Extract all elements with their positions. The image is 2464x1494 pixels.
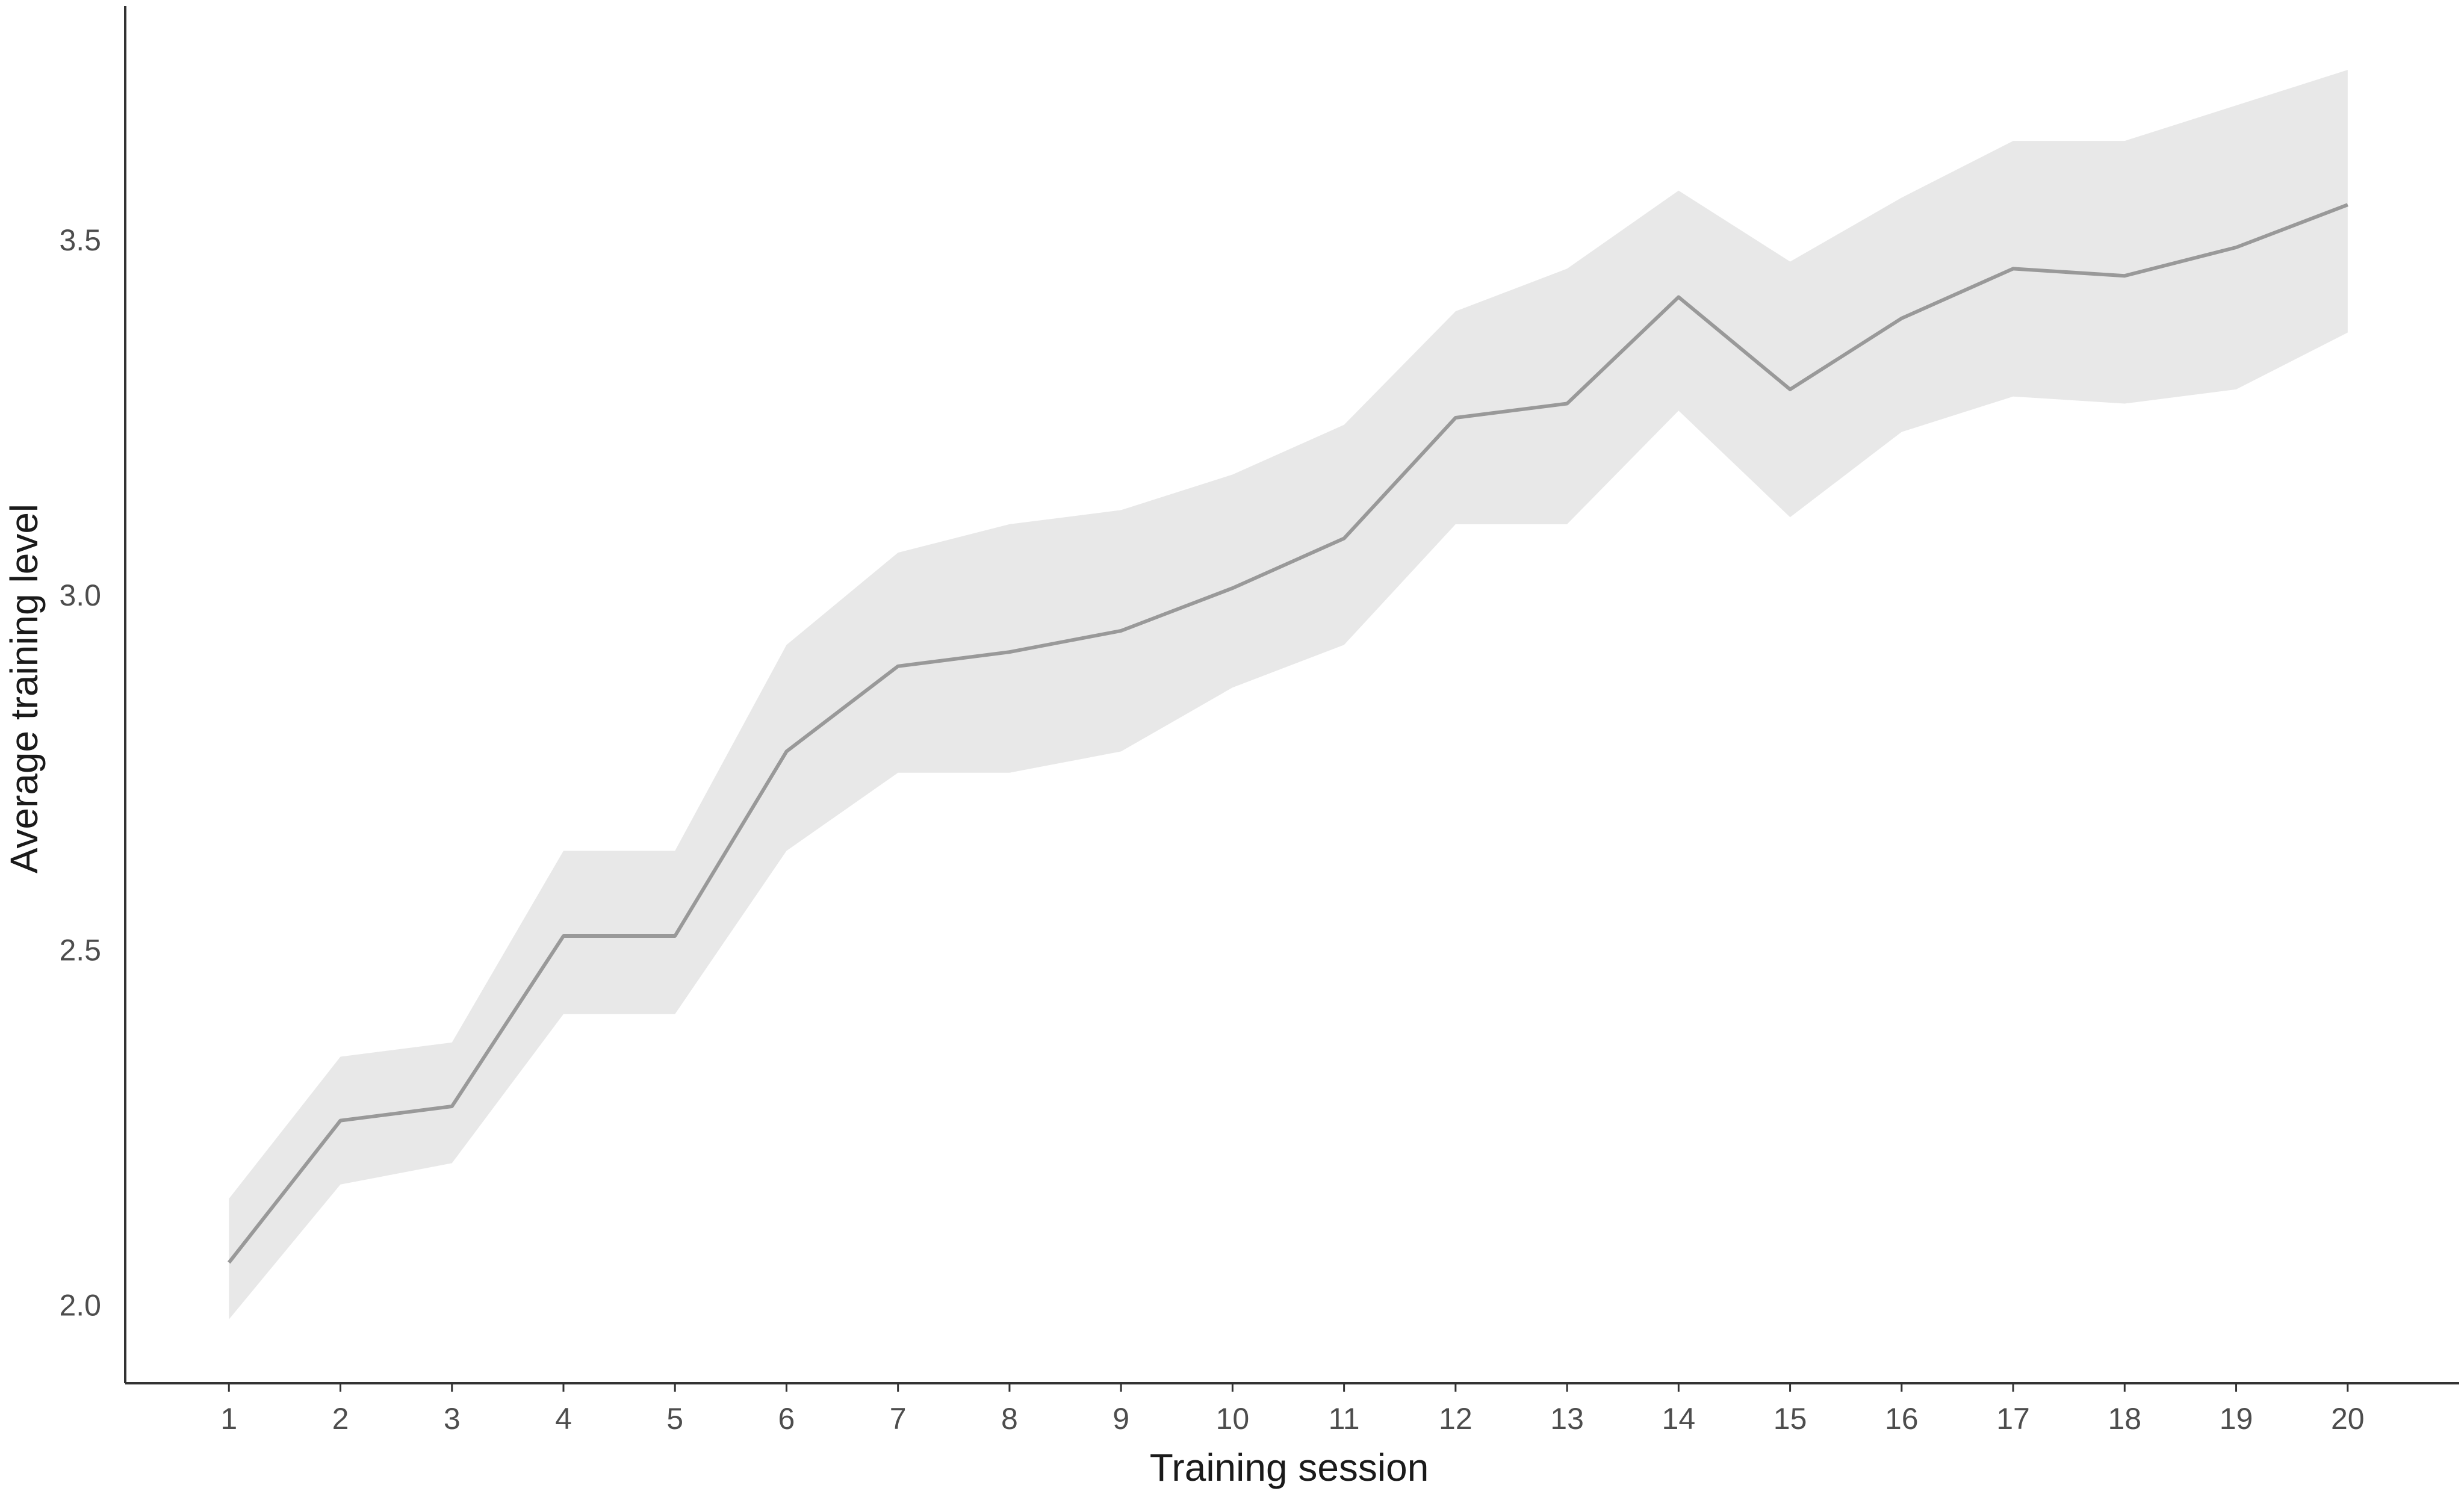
- y-axis-title: Average training level: [2, 504, 46, 873]
- x-tick-label: 9: [1113, 1402, 1129, 1436]
- x-tick-label: 19: [2220, 1402, 2253, 1436]
- y-tick-label: 2.5: [59, 934, 101, 967]
- x-tick-label: 8: [1001, 1402, 1018, 1436]
- x-tick-labels: 1 2 3 4 5 6 7 8 9 10 11 12 13 14 15 16 17 18 19 20: [220, 1383, 2365, 1436]
- confidence-band-layer: [229, 70, 2348, 1319]
- x-tick-label: 14: [1662, 1402, 1696, 1436]
- x-tick-label: 5: [666, 1402, 683, 1436]
- x-tick-label: 18: [2108, 1402, 2141, 1436]
- x-tick-label: 11: [1329, 1402, 1360, 1436]
- x-tick-label: 6: [778, 1402, 795, 1436]
- axes-layer: [124, 6, 2459, 1384]
- x-tick-label: 2: [332, 1402, 349, 1436]
- x-tick-label: 10: [1216, 1402, 1250, 1436]
- y-tick-label: 2.0: [59, 1288, 101, 1322]
- y-tick-label: 3.5: [59, 223, 101, 257]
- x-tick-label: 20: [2331, 1402, 2365, 1436]
- x-tick-label: 17: [1996, 1402, 2030, 1436]
- series-line: [227, 203, 2348, 1264]
- x-tick-label: 1: [220, 1402, 237, 1436]
- confidence-band: [229, 70, 2348, 1319]
- x-tick-label: 15: [1774, 1402, 1807, 1436]
- x-tick-label: 12: [1439, 1402, 1473, 1436]
- x-tick-label: 16: [1885, 1402, 1919, 1436]
- x-tick-label: 3: [444, 1402, 461, 1436]
- series-line-layer: [227, 203, 2348, 1264]
- x-tick-label: 7: [890, 1402, 907, 1436]
- x-axis-title: Training session: [1150, 1446, 1429, 1489]
- x-tick-label: 13: [1550, 1402, 1584, 1436]
- y-tick-label: 3.0: [59, 578, 101, 612]
- y-tick-labels: 2.0 2.5 3.0 3.5: [59, 223, 101, 1322]
- x-tick-label: 4: [555, 1402, 572, 1436]
